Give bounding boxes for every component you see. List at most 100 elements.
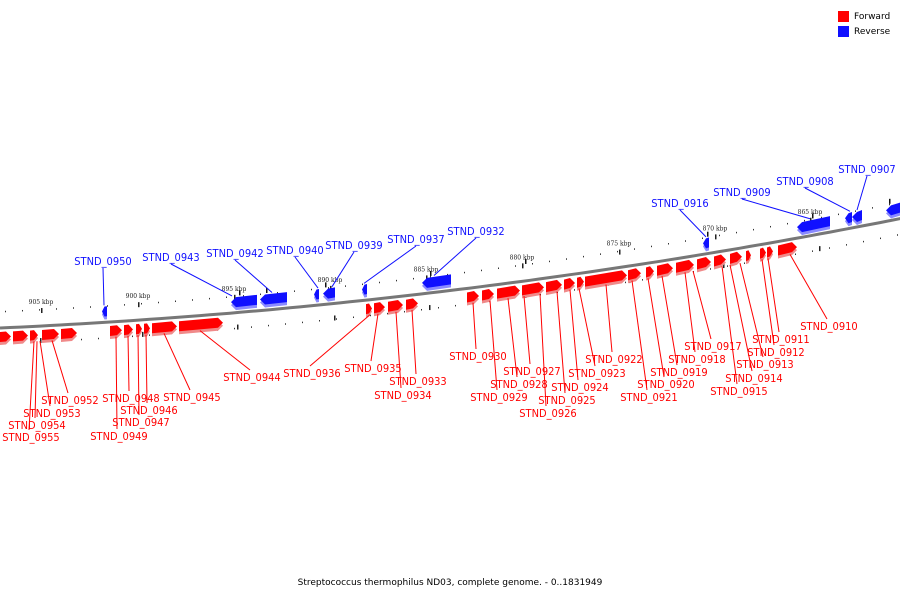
leader-line: [539, 293, 547, 407]
forward-gene-arrow: [388, 300, 403, 312]
reverse-gene-arrow: [845, 211, 852, 224]
forward-gene-arrow: [110, 325, 122, 337]
leader-line: [145, 334, 148, 404]
leader-line: [661, 275, 678, 366]
forward-gene-arrow: [152, 321, 177, 334]
reverse-gene-arrow: [886, 202, 900, 216]
scale-tick-label: 890 kbp: [318, 277, 343, 284]
scale-dot: [209, 297, 210, 300]
leader-line: [294, 256, 319, 289]
legend-reverse: Reverse: [838, 24, 890, 39]
leader-line: [523, 296, 531, 365]
scale-dot: [617, 250, 618, 253]
scale-dot: [5, 310, 6, 313]
forward-gene-arrow: [714, 254, 726, 267]
scale-dot: [379, 281, 380, 284]
scale-dot: [98, 337, 99, 340]
forward-gene-label: STND_0919: [650, 366, 707, 379]
reverse-gene-arrow: [852, 210, 862, 222]
genome-backbone: [0, 217, 900, 330]
scale-dot: [302, 321, 303, 324]
forward-gene-label: STND_0945: [163, 391, 220, 404]
scale-tick-label: 880 kbp: [510, 254, 535, 261]
reverse-gene-arrow: [314, 288, 319, 300]
scale-dot: [285, 323, 286, 325]
scale-dot: [685, 240, 686, 242]
reverse-gene-label: STND_0909: [713, 186, 770, 199]
scale-dot: [821, 216, 822, 219]
scale-dot: [345, 285, 346, 287]
forward-gene-arrow: [467, 290, 479, 303]
forward-gene-arrow: [0, 331, 11, 342]
legend-forward: Forward: [838, 9, 890, 24]
feature-mark: [325, 282, 327, 288]
scale-dot: [532, 263, 533, 265]
forward-gene-label: STND_0946: [120, 404, 177, 417]
forward-gene-arrow: [13, 330, 28, 342]
forward-gene-label: STND_0923: [568, 367, 625, 380]
feature-mark: [525, 258, 527, 264]
scale-dot: [294, 290, 295, 292]
scale-tick: [234, 294, 236, 300]
forward-gene-label: STND_0922: [585, 353, 642, 366]
leader-line: [507, 298, 518, 378]
leader-line: [684, 272, 696, 353]
reverse-gene-label: STND_0940: [266, 244, 323, 257]
scale-tick: [715, 234, 717, 240]
scale-dot: [336, 318, 337, 320]
scale-tick: [138, 302, 140, 308]
leader-line: [631, 280, 648, 391]
forward-gene-label: STND_0955: [2, 431, 59, 444]
legend-reverse-label: Reverse: [854, 26, 891, 37]
leader-line: [395, 311, 402, 389]
leader-line: [804, 187, 851, 212]
reverse-gene-arrow: [422, 274, 451, 288]
forward-gene-label: STND_0918: [668, 353, 725, 366]
scale-dot: [158, 301, 159, 304]
leader-line: [679, 209, 707, 238]
forward-gene-arrow: [746, 250, 751, 262]
scale-dot: [736, 231, 737, 234]
reverse-gene-label: STND_0916: [651, 197, 708, 210]
scale-tick-label: 870 kbp: [703, 225, 728, 232]
scale-dot: [132, 335, 133, 338]
scale-tick-label: 865 kbp: [798, 209, 823, 216]
scale-dot: [549, 260, 550, 263]
scale-tick: [40, 338, 42, 344]
reverse-gene-label: STND_0907: [838, 163, 895, 176]
leader-line: [39, 340, 51, 407]
scale-dot: [175, 300, 176, 303]
leader-line: [721, 266, 738, 385]
scale-dot: [328, 287, 329, 289]
forward-gene-arrow: [42, 329, 59, 340]
scale-dot: [481, 269, 482, 272]
forward-gene-label: STND_0954: [8, 419, 65, 432]
scale-dot: [81, 338, 82, 341]
forward-gene-arrow: [374, 302, 385, 314]
scale-tick: [429, 305, 431, 311]
scale-tick: [723, 263, 725, 269]
leader-line: [729, 264, 753, 372]
feature-mark: [430, 270, 432, 276]
feature-mark: [707, 231, 709, 237]
feature-mark: [889, 198, 891, 204]
scale-dot: [277, 292, 278, 294]
scale-dot: [498, 267, 499, 270]
reverse-gene-arrow: [323, 287, 335, 299]
forward-gene-label: STND_0953: [23, 407, 80, 420]
forward-gene-arrow: [61, 328, 77, 339]
forward-gene-label: STND_0920: [637, 378, 694, 391]
forward-gene-arrow: [406, 298, 418, 310]
scale-dot: [39, 309, 40, 311]
leader-line: [789, 254, 828, 320]
scale-dot: [600, 253, 601, 255]
forward-gene-arrow: [767, 246, 773, 258]
forward-gene-label: STND_0911: [752, 333, 809, 346]
forward-gene-arrow: [30, 330, 38, 341]
scale-dot: [795, 253, 796, 256]
scale-dot: [880, 237, 881, 240]
leader-line: [569, 289, 579, 381]
leader-line: [856, 175, 868, 211]
leader-line: [370, 313, 379, 362]
feature-mark: [239, 290, 241, 296]
